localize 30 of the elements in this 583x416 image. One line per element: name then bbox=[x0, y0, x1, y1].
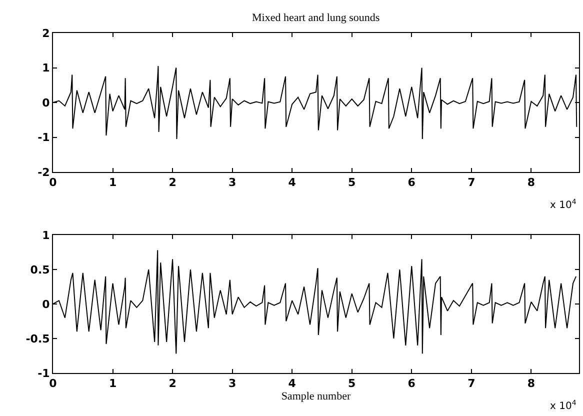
x-tick-label: 6 bbox=[408, 377, 416, 390]
x-tick-label: 1 bbox=[108, 377, 117, 390]
x-axis-title: Sample number bbox=[281, 390, 352, 402]
x-tick-label: 4 bbox=[288, 176, 296, 190]
x-tick-label: 8 bbox=[527, 377, 536, 390]
x-tick-label: 6 bbox=[408, 176, 416, 190]
y-tick-label: -1 bbox=[38, 366, 50, 380]
y-tick-label: 0 bbox=[42, 298, 50, 311]
x-tick-label: 2 bbox=[168, 176, 176, 190]
y-tick-label: 2 bbox=[42, 26, 50, 40]
chart-title: Mixed heart and lung sounds bbox=[252, 12, 380, 24]
x-tick-label: 3 bbox=[228, 377, 236, 390]
y-tick-label: 0.5 bbox=[30, 263, 50, 276]
x-tick-label: 8 bbox=[527, 176, 536, 190]
x-tick-label: 3 bbox=[228, 176, 236, 190]
y-tick-label: 0 bbox=[42, 96, 50, 110]
x-tick-label: 4 bbox=[288, 377, 296, 390]
text: x 10$^{4}$ bbox=[550, 198, 577, 212]
x-tick-label: 7 bbox=[468, 377, 476, 390]
x-tick-label: 7 bbox=[468, 176, 476, 190]
y-tick-label: 1 bbox=[42, 62, 50, 75]
y-tick-label: -2 bbox=[38, 166, 50, 179]
x-tick-label: 1 bbox=[108, 176, 117, 190]
y-tick-label: -1 bbox=[38, 131, 50, 144]
x-tick-label: 5 bbox=[348, 377, 356, 390]
y-tick-label: 1 bbox=[42, 228, 50, 242]
y-tick-label: -0.5 bbox=[26, 332, 50, 346]
x-tick-label: 2 bbox=[168, 377, 176, 390]
x-tick-label: 5 bbox=[348, 176, 356, 190]
text: x 10$^{4}$ bbox=[550, 399, 577, 412]
